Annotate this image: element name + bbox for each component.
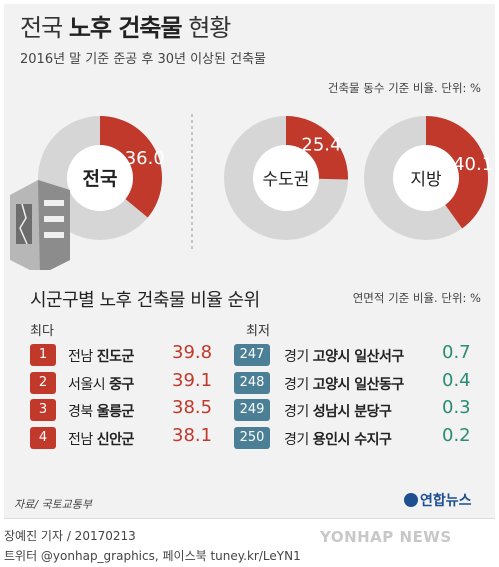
rank-badge: 4 — [30, 426, 56, 449]
pie-hole — [253, 145, 319, 211]
subtitle: 2016년 말 기준 준공 후 30년 이상된 건축물 — [20, 52, 266, 67]
top-label: 최다 — [30, 324, 54, 339]
building-icon — [10, 180, 70, 270]
rank-badge: 248 — [234, 371, 270, 394]
district-label: 성남시 분당구 — [312, 404, 392, 420]
yonhap-logo: 연합뉴스 — [404, 490, 472, 510]
ranking-row: 247 경기 고양시 일산서구 0.7 — [234, 342, 474, 368]
rank-region: 서울시 중구 — [68, 374, 134, 394]
district-label: 고양시 일산동구 — [312, 376, 405, 393]
rank-badge: 3 — [30, 399, 56, 421]
ranking-row: 2 서울시 중구 39.1 — [30, 370, 270, 396]
ranking-row: 249 경기 성남시 분당구 0.3 — [234, 397, 474, 423]
title-plain-2: 현황 — [188, 14, 231, 42]
watermark: YONHAP NEWS — [320, 528, 452, 546]
title-plain: 전국 — [20, 14, 63, 42]
ranking-note: 연면적 기준 비율. 단위: % — [352, 291, 481, 305]
unit-note: 건축물 동수 기준 비율. 단위: % — [327, 81, 481, 95]
region-label: 전남 — [68, 349, 97, 365]
logo-text: 연합뉴스 — [420, 493, 472, 509]
pie-1: 수도권 25.4 — [224, 116, 348, 240]
rank-value: 0.7 — [442, 342, 471, 363]
ranking-row: 3 경북 울릉군 38.5 — [30, 397, 270, 423]
rank-value: 38.5 — [172, 397, 213, 418]
pie-2: 지방 40.1 — [364, 116, 493, 240]
pie-hole — [393, 145, 459, 211]
title-bold: 노후 건축물 — [68, 14, 183, 42]
pie-label: 전국 — [83, 168, 118, 190]
rank-region: 경기 용인시 수지구 — [284, 429, 392, 449]
pie-label: 수도권 — [263, 170, 310, 190]
rank-badge: 2 — [30, 371, 56, 394]
ranking-row: 248 경기 고양시 일산동구 0.4 — [234, 370, 474, 396]
pie-hole — [67, 145, 133, 211]
logo-icon — [404, 493, 418, 507]
rank-value: 0.3 — [442, 397, 471, 418]
rank-badge: 250 — [234, 426, 270, 449]
rank-badge: 249 — [234, 399, 270, 421]
rank-value: 39.8 — [172, 342, 213, 363]
region-label: 경기 — [284, 431, 313, 448]
ranking-row: 250 경기 용인시 수지구 0.2 — [234, 425, 474, 451]
bottom-label: 최저 — [246, 324, 270, 339]
region-label: 경기 — [284, 349, 313, 365]
district-label: 울릉군 — [96, 404, 135, 420]
rank-value: 0.4 — [442, 369, 471, 391]
rank-region: 경기 고양시 일산동구 — [284, 374, 404, 394]
ranking-title: 시군구별 노후 건축물 비율 순위 — [30, 290, 260, 311]
rank-region: 경기 고양시 일산서구 — [284, 346, 404, 366]
rank-badge: 1 — [30, 344, 56, 366]
district-label: 용인시 수지구 — [312, 431, 392, 448]
region-label: 경기 — [284, 376, 313, 393]
district-label: 고양시 일산서구 — [312, 349, 405, 365]
rank-value: 0.2 — [442, 424, 471, 446]
pie-label: 지방 — [410, 170, 442, 190]
rank-badge: 247 — [234, 344, 270, 366]
pie-value: 40.1 — [453, 154, 493, 175]
district-label: 신안군 — [96, 431, 135, 448]
source-note: 자료/ 국토교통부 — [14, 498, 93, 511]
pie-value: 25.4 — [301, 134, 341, 155]
credit-social: 트위터 @yonhap_graphics, 페이스북 tuney.kr/LeYN… — [4, 549, 301, 563]
district-label: 진도군 — [96, 349, 135, 365]
ranking-row: 1 전남 진도군 39.8 — [30, 342, 270, 368]
district-label: 중구 — [109, 376, 134, 393]
pie-charts: 전국 36.0 수도권 25.4 지방 40.1 — [10, 114, 493, 270]
rank-region: 경북 울릉군 — [68, 401, 134, 421]
region-label: 경북 — [68, 404, 97, 420]
credit-author: 장예진 기자 / 20170213 — [4, 529, 136, 543]
pie-value: 36.0 — [125, 148, 165, 169]
rank-region: 경기 성남시 분당구 — [284, 401, 392, 421]
rank-value: 39.1 — [172, 369, 213, 391]
region-label: 전남 — [68, 431, 97, 448]
rank-region: 전남 진도군 — [68, 346, 134, 366]
rank-value: 38.1 — [172, 424, 213, 446]
divider — [4, 518, 495, 519]
page-title: 전국 노후 건축물 현황 — [20, 8, 231, 43]
region-label: 경기 — [284, 404, 313, 420]
region-label: 서울시 — [68, 376, 110, 393]
ranking-row: 4 전남 신안군 38.1 — [30, 425, 270, 451]
rank-region: 전남 신안군 — [68, 429, 134, 449]
